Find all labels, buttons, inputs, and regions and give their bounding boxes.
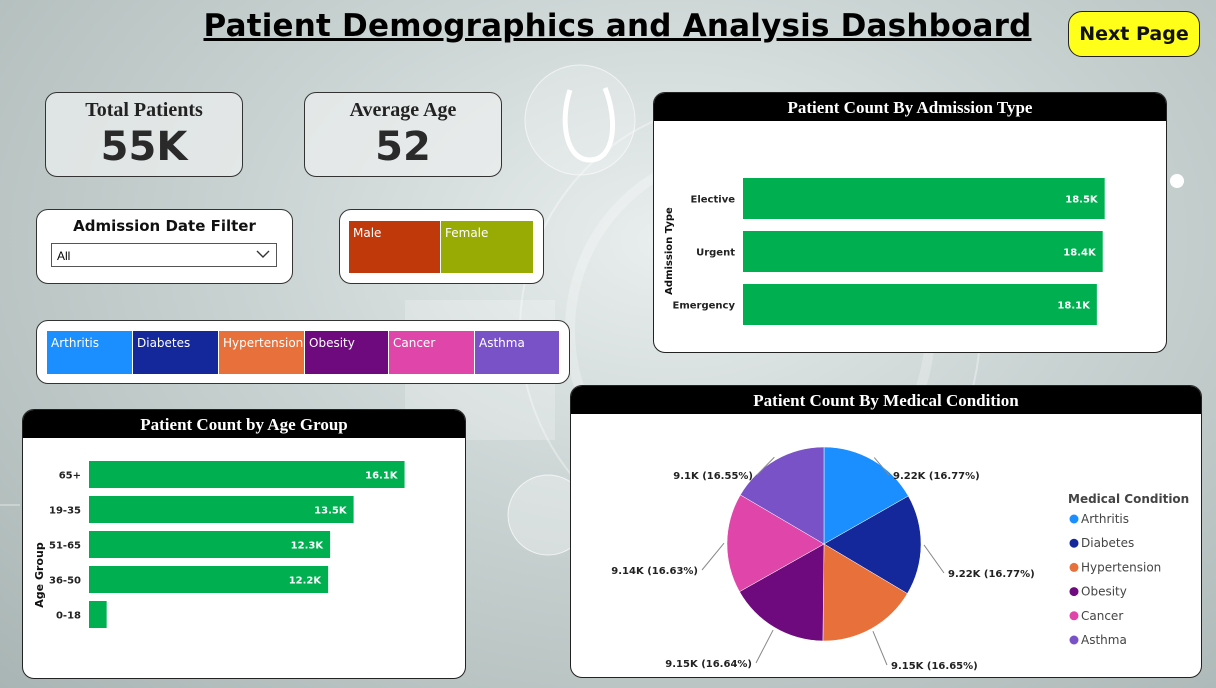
legend-marker [1069, 635, 1079, 645]
data-label: 18.5K [1065, 195, 1099, 206]
condition-tile-hypertension[interactable]: Hypertension [219, 331, 304, 374]
bar [89, 566, 329, 593]
legend-marker [1069, 611, 1079, 621]
gender-tile-label: Male [353, 226, 382, 240]
condition-slicer: Arthritis Diabetes Hypertension Obesity … [36, 320, 570, 384]
total-patients-card: Total Patients 55K [45, 92, 243, 177]
total-patients-value: 55K [100, 124, 188, 170]
filter-title: Admission Date Filter [73, 217, 256, 235]
condition-tile-cancer[interactable]: Cancer [389, 331, 474, 374]
y-axis-label: Admission Type [664, 207, 675, 295]
data-label: 12.3K [291, 541, 325, 552]
condition-tile-diabetes[interactable]: Diabetes [133, 331, 218, 374]
legend-marker [1069, 587, 1079, 597]
category-label: Elective [691, 195, 736, 206]
bar [89, 531, 331, 558]
admission-type-chart: Patient Count By Admission Type Elective… [653, 92, 1167, 353]
age-group-chart: Patient Count by Age Group 65+ 16.1K 19-35… [22, 409, 466, 679]
data-label: 9.22K (16.77%) [948, 569, 1035, 580]
gender-slicer: Male Female [339, 209, 544, 284]
pie-slice [822, 543, 908, 642]
gender-tile-female[interactable]: Female [441, 221, 533, 273]
condition-tile-obesity[interactable]: Obesity [305, 331, 388, 374]
next-page-button[interactable]: Next Page [1068, 11, 1200, 57]
category-label: Emergency [673, 301, 736, 312]
condition-tile-label: Cancer [393, 336, 436, 350]
condition-tile-label: Arthritis [51, 336, 100, 350]
admission-type-plot: Elective18.5KUrgent18.4KEmergency18.1K0K… [664, 178, 1105, 325]
data-label: 12.2K [289, 576, 323, 587]
category-label: 0-18 [56, 611, 81, 622]
data-label: 18.4K [1063, 248, 1097, 259]
admission-date-dropdown[interactable]: All [51, 243, 277, 267]
data-label: 18.1K [1057, 301, 1091, 312]
average-age-card: Average Age 52 [304, 92, 502, 177]
age-group-plot: 65+ 16.1K 19-35 13.5K 51-65 12.3K 36-50 12.2K 0-… [33, 461, 405, 628]
legend-marker [1069, 514, 1079, 524]
leader-line [701, 542, 725, 571]
gender-tile-male[interactable]: Male [349, 221, 440, 273]
legend-marker [1069, 538, 1079, 548]
admission-date-filter: Admission Date Filter All [36, 209, 293, 284]
chart-title: Patient Count By Admission Type [654, 93, 1166, 121]
average-age-label: Average Age [349, 99, 457, 121]
bar [89, 496, 354, 523]
gender-tile-label: Female [445, 226, 489, 240]
category-label: 19-35 [49, 506, 81, 517]
condition-tile-label: Diabetes [137, 336, 191, 350]
data-label: 9.15K (16.64%) [665, 659, 752, 670]
category-label: 65+ [59, 471, 81, 482]
category-label: 51-65 [49, 541, 81, 552]
bar [743, 231, 1103, 272]
pie-slice [823, 495, 922, 594]
leader-line [923, 544, 945, 574]
data-label: 9.14K (16.63%) [611, 566, 698, 577]
leader-line [872, 631, 888, 666]
total-patients-label: Total Patients [85, 99, 203, 121]
bar [89, 461, 405, 488]
condition-tile-label: Hypertension [223, 336, 304, 350]
page-title: Patient Demographics and Analysis Dashbo… [203, 8, 1032, 44]
dropdown-value: All [57, 249, 71, 263]
chart-title: Patient Count by Age Group [23, 410, 465, 438]
category-label: 36-50 [49, 576, 81, 587]
condition-tile-arthritis[interactable]: Arthritis [47, 331, 132, 374]
average-age-value: 52 [375, 124, 431, 170]
pie-slice [823, 446, 909, 545]
chevron-down-icon [256, 250, 270, 258]
category-label: Urgent [696, 248, 735, 259]
data-label: 9.1K (16.55%) [673, 471, 753, 482]
y-axis-label: Age Group [33, 542, 46, 608]
pie-slice [739, 543, 825, 642]
data-label: 9.22K (16.77%) [893, 471, 980, 482]
legend-item: Hypertension [1081, 560, 1161, 574]
condition-tile-asthma[interactable]: Asthma [475, 331, 559, 374]
legend-item: Cancer [1081, 609, 1123, 623]
legend-item: Asthma [1081, 633, 1127, 647]
medical-condition-plot: 9.22K (16.77%) 9.22K (16.77%) 9.15K (16.65… [611, 446, 1189, 672]
leader-line [756, 456, 775, 476]
medical-condition-chart: Patient Count By Medical Condition 9.22K… [570, 385, 1202, 678]
leader-line [873, 457, 890, 476]
legend-marker [1069, 562, 1079, 572]
chart-title: Patient Count By Medical Condition [571, 386, 1201, 414]
bar [743, 284, 1097, 325]
legend-item: Diabetes [1081, 536, 1134, 550]
data-label: 13.5K [314, 506, 348, 517]
data-label: 9.15K (16.65%) [891, 661, 978, 672]
legend-title: Medical Condition [1068, 492, 1189, 506]
data-label: 16.1K [365, 471, 399, 482]
condition-tile-label: Obesity [309, 336, 355, 350]
pie-slice [726, 494, 825, 593]
bar [89, 601, 107, 628]
condition-tile-label: Asthma [479, 336, 525, 350]
bar [743, 178, 1105, 219]
legend-item: Arthritis [1081, 512, 1129, 526]
legend-item: Obesity [1081, 585, 1127, 599]
leader-line [755, 629, 774, 664]
